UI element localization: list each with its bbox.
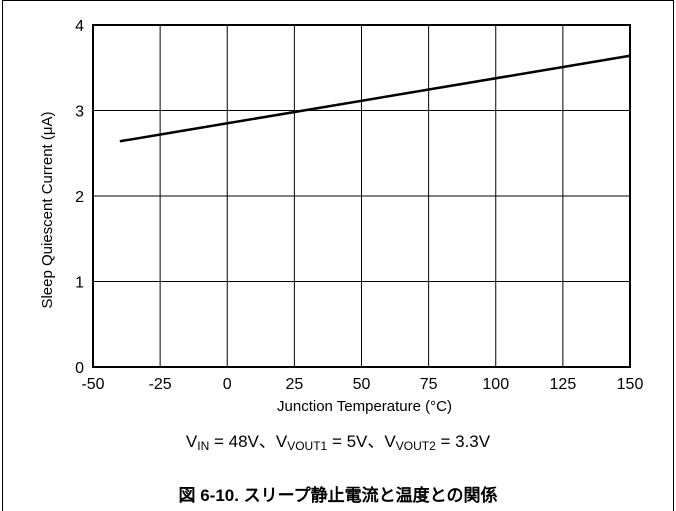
vin-label: V: [185, 432, 198, 451]
x-tick-label-0: -50: [81, 376, 104, 393]
x-tick-label-7: 125: [550, 376, 577, 393]
y-tick-label-4: 4: [75, 18, 84, 35]
x-tick-label-4: 50: [353, 376, 371, 393]
test-conditions: VIN = 48V、VVOUT1 = 5V、VVOUT2 = 3.3V: [0, 427, 676, 453]
y-tick-label-1: 1: [75, 275, 84, 292]
x-tick-label-8: 150: [617, 376, 644, 393]
vout1-value: = 5V、: [327, 432, 385, 451]
x-tick-label-2: 0: [223, 376, 232, 393]
vout1-label: V: [275, 432, 288, 451]
y-tick-label-3: 3: [75, 104, 84, 121]
x-axis-label: Junction Temperature (°C): [277, 398, 452, 415]
y-tick-label-2: 2: [75, 189, 84, 206]
x-tick-label-1: -25: [149, 376, 172, 393]
series-line-0: [119, 54, 631, 143]
x-tick-label-5: 75: [420, 376, 438, 393]
figure-caption: 図 6-10. スリープ静止電流と温度との関係: [178, 486, 498, 505]
series-lines: [119, 54, 631, 143]
vin-value: = 48V、: [209, 432, 276, 451]
grid: [92, 24, 631, 368]
plot-frame: [92, 24, 631, 368]
figure-frame-right: [673, 0, 674, 511]
x-tick-labels: -50 -25 0 25 50 75 100 125 150: [81, 376, 643, 393]
y-tick-label-0: 0: [75, 360, 84, 377]
vout2-value: = 3.3V: [435, 432, 491, 451]
vout2-sub: VOUT2: [395, 439, 436, 453]
x-tick-label-3: 25: [285, 376, 303, 393]
vout1-sub: VOUT1: [287, 439, 328, 453]
y-axis-label: Sleep Quiescent Current (μA): [39, 111, 56, 308]
figure-frame-left: [2, 0, 3, 511]
vout2-label: V: [384, 432, 396, 451]
figure-frame-top: [2, 0, 674, 1]
y-tick-labels: 0 1 2 3 4: [75, 18, 84, 377]
chart: -50 -25 0 25 50 75 100 125 150 0 1 2 3 4 Junction Te…: [39, 18, 643, 415]
vin-sub: IN: [197, 439, 210, 453]
x-tick-label-6: 100: [482, 376, 509, 393]
